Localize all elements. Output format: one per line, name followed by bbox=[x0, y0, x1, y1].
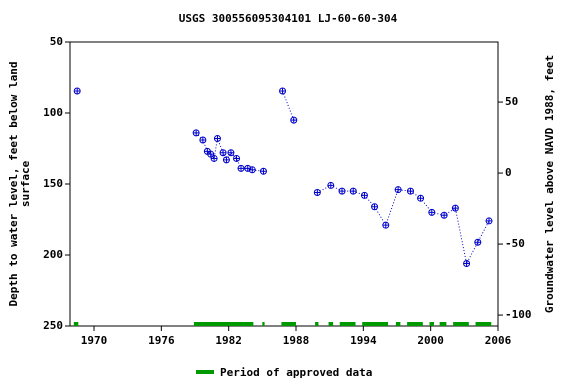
data-point bbox=[474, 238, 482, 246]
x-tick-label: 1976 bbox=[148, 334, 175, 347]
data-point bbox=[73, 87, 81, 95]
y-tick-label: 250 bbox=[43, 319, 63, 332]
data-point bbox=[222, 156, 230, 164]
approved-period bbox=[193, 322, 254, 326]
data-point bbox=[233, 155, 241, 162]
data-point bbox=[485, 217, 493, 225]
y-axis-label: Depth to water level, feet below land bbox=[7, 61, 20, 306]
y-tick-label: 150 bbox=[43, 177, 63, 190]
data-point bbox=[313, 189, 321, 196]
plot-frame bbox=[69, 41, 499, 327]
approved-period bbox=[362, 322, 389, 326]
data-point bbox=[237, 164, 245, 172]
data-point bbox=[338, 187, 346, 195]
data-point bbox=[213, 135, 221, 142]
y2-tick-label: -100 bbox=[505, 308, 532, 321]
y-tick-label: 100 bbox=[43, 106, 63, 119]
data-point bbox=[428, 208, 436, 216]
data-point bbox=[382, 221, 390, 229]
y-axis-label: surface bbox=[19, 160, 32, 207]
approved-period bbox=[73, 322, 79, 326]
y2-tick-label: 50 bbox=[505, 95, 518, 108]
data-point bbox=[360, 191, 368, 199]
legend-label: Period of approved data bbox=[220, 366, 372, 379]
data-point bbox=[417, 194, 425, 202]
approved-period bbox=[395, 322, 401, 326]
data-point bbox=[463, 260, 471, 267]
data-point bbox=[327, 181, 335, 189]
data-point bbox=[207, 150, 215, 158]
approved-period bbox=[407, 322, 423, 326]
y-tick-label: 200 bbox=[43, 248, 63, 261]
data-point bbox=[210, 155, 218, 162]
approved-period bbox=[475, 322, 492, 326]
data-point bbox=[451, 204, 459, 212]
data-point bbox=[279, 87, 287, 95]
approved-period bbox=[439, 322, 447, 326]
chart-title: USGS 300556095304101 LJ-60-60-304 bbox=[179, 12, 398, 25]
data-point bbox=[227, 149, 235, 157]
data-point bbox=[290, 116, 298, 124]
x-tick-label: 1994 bbox=[350, 334, 377, 347]
y2-tick-label: -50 bbox=[505, 237, 525, 250]
y-tick-label: 50 bbox=[50, 35, 63, 48]
data-point bbox=[199, 136, 207, 144]
data-point bbox=[440, 211, 448, 219]
data-point bbox=[371, 203, 379, 211]
data-point bbox=[394, 186, 402, 194]
legend-swatch bbox=[196, 370, 214, 374]
data-point bbox=[248, 166, 256, 174]
approved-period bbox=[315, 322, 319, 326]
data-point bbox=[406, 187, 414, 195]
approved-period bbox=[281, 322, 297, 326]
y2-tick-label: 0 bbox=[505, 166, 512, 179]
data-point bbox=[219, 149, 227, 157]
x-tick-label: 1970 bbox=[81, 334, 108, 347]
x-tick-label: 1982 bbox=[215, 334, 242, 347]
x-tick-label: 2000 bbox=[417, 334, 444, 347]
approved-period bbox=[328, 322, 334, 326]
y2-axis-label: Groundwater level above NAVD 1988, feet bbox=[543, 55, 556, 313]
data-point bbox=[259, 167, 267, 175]
approved-period bbox=[339, 322, 356, 326]
approved-period bbox=[262, 322, 265, 326]
data-point bbox=[349, 187, 357, 195]
x-tick-label: 2006 bbox=[485, 334, 512, 347]
x-tick-label: 1988 bbox=[283, 334, 310, 347]
data-point bbox=[192, 129, 200, 137]
series-line bbox=[195, 90, 490, 265]
approved-period bbox=[453, 322, 469, 326]
approved-period bbox=[429, 322, 435, 326]
